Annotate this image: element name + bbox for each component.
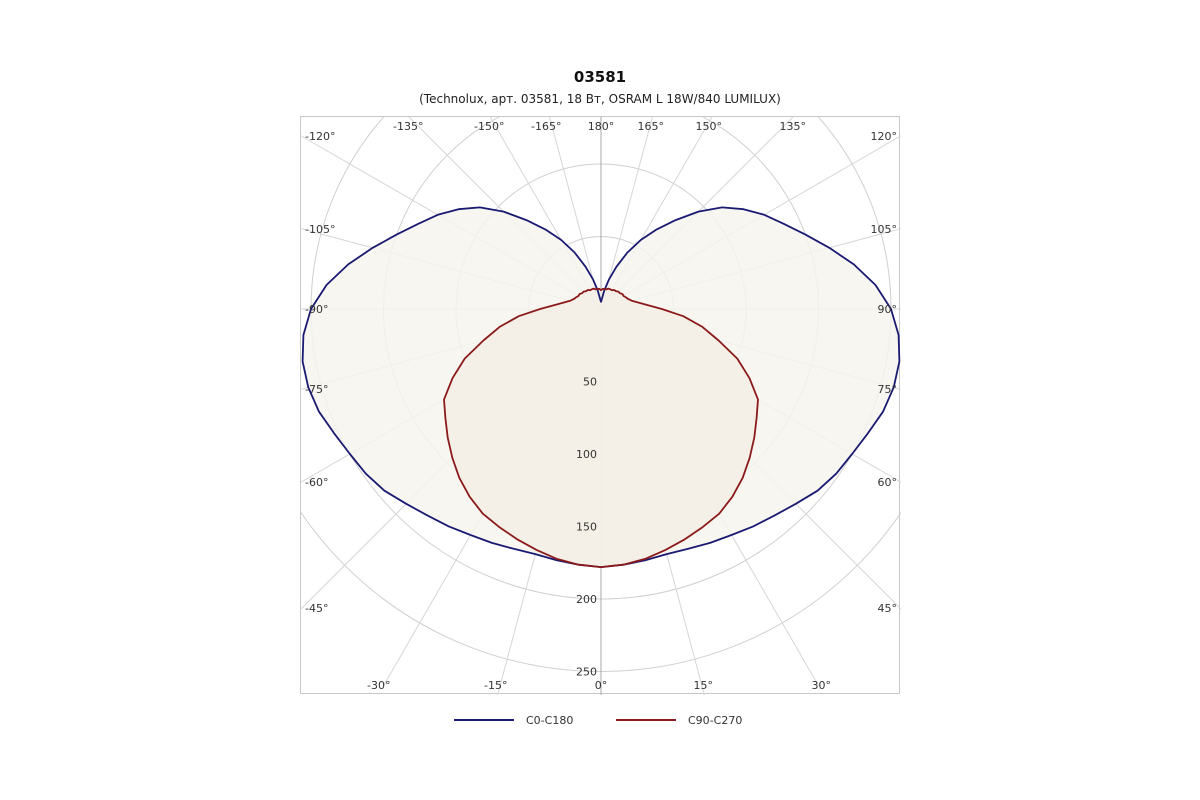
angle-label: -15° — [484, 679, 507, 692]
radial-tick-label: 150 — [576, 521, 597, 534]
angle-label: -30° — [367, 679, 390, 692]
angle-label: -105° — [305, 223, 335, 236]
angle-label: 45° — [878, 602, 898, 615]
radial-tick-label: 50 — [583, 376, 597, 389]
legend-swatch-c0-c180 — [454, 719, 514, 721]
angle-label: 60° — [878, 476, 898, 489]
plot-area: 50 100 150 200 250 -120° -135° -150° -165° -105° -… — [300, 116, 901, 695]
angle-label: 75° — [878, 383, 898, 396]
legend-label-c90-c270: C90-C270 — [688, 713, 743, 727]
grid-spoke — [600, 117, 653, 310]
angle-label: 120° — [871, 130, 898, 143]
angle-label: -90° — [305, 303, 328, 316]
legend-label-c0-c180: C0-C180 — [526, 713, 574, 727]
angle-label: -120° — [305, 130, 335, 143]
series-line-1 — [443, 287, 759, 568]
angle-label: -135° — [393, 120, 423, 133]
angle-label: -45° — [305, 602, 328, 615]
angle-label-180: 180° — [588, 120, 615, 133]
radial-tick-label: 250 — [576, 666, 597, 679]
legend-item-c90-c270: C90-C270 — [616, 710, 742, 730]
polar-chart: 50 100 150 200 250 -120° -135° -150° -165° -105° -… — [301, 117, 901, 695]
radial-tick-label: 100 — [576, 448, 597, 461]
angle-label: 150° — [696, 120, 723, 133]
angle-label: -75° — [305, 383, 328, 396]
angle-label: 90° — [878, 303, 898, 316]
series-line-0 — [301, 206, 901, 568]
angle-label: -150° — [474, 120, 504, 133]
chart-title: 03581 — [573, 68, 627, 86]
grid-spoke — [549, 117, 602, 310]
angle-label-0: 0° — [595, 679, 608, 692]
angle-label: 165° — [638, 120, 665, 133]
angle-label: 30° — [812, 679, 832, 692]
angle-label: 15° — [694, 679, 714, 692]
angle-label: 135° — [780, 120, 807, 133]
legend: C0-C180 C90-C270 — [0, 710, 1200, 730]
angle-label: 105° — [871, 223, 898, 236]
series-fill-1 — [444, 288, 758, 568]
chart-subtitle: (Technolux, арт. 03581, 18 Вт, OSRAM L 1… — [419, 92, 781, 106]
angle-label: -165° — [531, 120, 561, 133]
legend-item-c0-c180: C0-C180 — [454, 710, 573, 730]
angle-label: -60° — [305, 476, 328, 489]
radial-tick-label: 200 — [576, 593, 597, 606]
legend-swatch-c90-c270 — [616, 719, 676, 721]
